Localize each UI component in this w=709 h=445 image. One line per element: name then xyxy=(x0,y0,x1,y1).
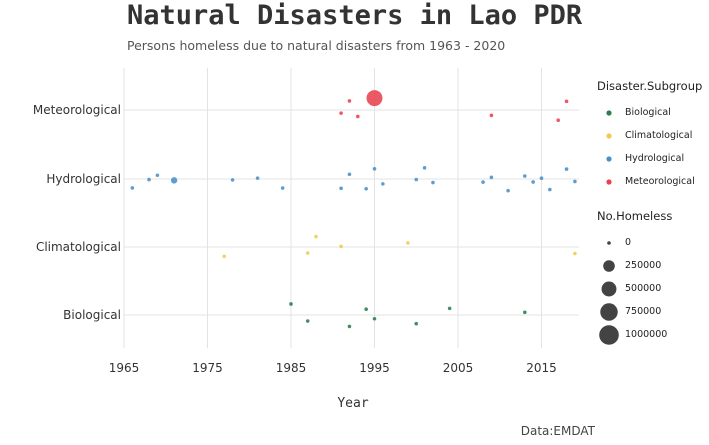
data-point-hydrological xyxy=(548,187,552,192)
y-tick-label: Hydrological xyxy=(46,172,121,186)
data-point-meteorological xyxy=(339,111,343,115)
size-legend-item: 250000 xyxy=(597,254,709,277)
data-point-hydrological xyxy=(431,180,435,185)
legend-item-meteorological: Meteorological xyxy=(597,170,709,193)
data-point-meteorological xyxy=(347,99,352,103)
y-tick-label: Meteorological xyxy=(33,103,121,117)
data-point-hydrological xyxy=(130,186,135,190)
data-source-caption: Data:EMDAT xyxy=(520,424,595,438)
x-tick-label: 1995 xyxy=(359,361,390,375)
x-tick-label: 2015 xyxy=(526,361,557,375)
data-point-hydrological xyxy=(489,175,494,180)
y-tick-label: Climatological xyxy=(36,240,121,254)
size-legend-label: 250000 xyxy=(625,260,662,271)
color-legend-title: Disaster.Subgroup xyxy=(597,79,703,93)
legend: Disaster.Subgroup Biological Climatologic… xyxy=(597,79,709,346)
legend-swatch xyxy=(597,131,621,141)
data-point-hydrological xyxy=(255,176,260,180)
data-point-hydrological xyxy=(230,178,235,182)
data-point-climatological xyxy=(314,234,318,239)
data-point-hydrological xyxy=(573,179,577,184)
data-point-hydrological xyxy=(414,177,419,182)
data-point-hydrological xyxy=(531,180,535,184)
data-point-meteorological xyxy=(564,99,569,104)
grid xyxy=(123,68,579,348)
data-point-biological xyxy=(364,307,368,312)
data-points xyxy=(130,90,577,329)
data-point-hydrological xyxy=(381,182,385,186)
data-point-climatological xyxy=(339,244,343,249)
data-point-hydrological xyxy=(481,180,485,184)
size-legend-label: 1000000 xyxy=(625,329,668,340)
data-point-climatological xyxy=(222,254,226,259)
data-point-climatological xyxy=(406,241,410,245)
data-point-hydrological xyxy=(147,177,151,182)
legend-swatch xyxy=(597,108,621,118)
size-legend-circle xyxy=(597,301,621,323)
legend-label: Meteorological xyxy=(625,176,695,187)
size-legend-label: 500000 xyxy=(625,283,662,294)
data-point-hydrological xyxy=(564,167,569,171)
data-point-meteorological xyxy=(366,90,383,107)
size-legend-label: 750000 xyxy=(625,306,662,317)
size-legend: 0 250000 500000 750000 1000000 xyxy=(597,231,709,346)
legend-item-climatological: Climatological xyxy=(597,124,709,147)
data-point-hydrological xyxy=(523,174,527,178)
data-point-climatological xyxy=(573,251,577,256)
size-legend-label: 0 xyxy=(625,237,632,248)
y-tick-label: Biological xyxy=(63,308,121,322)
data-point-biological xyxy=(523,310,527,315)
legend-swatch xyxy=(597,154,621,164)
legend-label: Biological xyxy=(625,107,671,118)
data-point-biological xyxy=(372,316,377,321)
data-point-biological xyxy=(347,324,352,329)
data-point-hydrological xyxy=(170,177,178,184)
x-tick-label: 2005 xyxy=(443,361,474,375)
x-tick-label: 1965 xyxy=(109,361,140,375)
size-legend-item: 750000 xyxy=(597,300,709,323)
size-legend-title: No.Homeless xyxy=(597,209,673,223)
data-point-hydrological xyxy=(280,186,285,190)
color-legend: Biological Climatological Hydrological Mete… xyxy=(597,101,709,193)
legend-label: Climatological xyxy=(625,130,693,141)
size-legend-circle xyxy=(597,255,621,277)
data-point-biological xyxy=(414,321,419,326)
size-legend-item: 500000 xyxy=(597,277,709,300)
data-point-meteorological xyxy=(356,114,360,119)
data-point-hydrological xyxy=(372,167,377,171)
data-point-meteorological xyxy=(556,118,560,123)
data-point-hydrological xyxy=(422,166,427,170)
legend-label: Hydrological xyxy=(625,153,685,164)
chart-subtitle: Persons homeless due to natural disaster… xyxy=(127,38,506,53)
data-point-hydrological xyxy=(364,186,368,191)
chart-title: Natural Disasters in Lao PDR xyxy=(127,0,583,31)
data-point-biological xyxy=(305,319,310,323)
x-tick-label: 1985 xyxy=(276,361,307,375)
legend-swatch xyxy=(597,177,621,187)
x-axis-title: Year xyxy=(337,396,368,411)
size-legend-circle xyxy=(597,324,621,346)
data-point-biological xyxy=(289,302,293,306)
legend-item-biological: Biological xyxy=(597,101,709,124)
data-point-hydrological xyxy=(347,172,352,177)
size-legend-item: 1000000 xyxy=(597,323,709,346)
data-point-hydrological xyxy=(539,176,544,181)
data-point-hydrological xyxy=(155,173,160,178)
data-point-meteorological xyxy=(489,113,494,118)
data-point-hydrological xyxy=(339,186,343,191)
axis-labels: 1965 1975 1985 1995 2005 2015 Biological Climat… xyxy=(33,103,557,375)
data-point-hydrological xyxy=(506,188,510,193)
legend-item-hydrological: Hydrological xyxy=(597,147,709,170)
data-point-climatological xyxy=(305,251,310,255)
x-tick-label: 1975 xyxy=(192,361,223,375)
size-legend-circle xyxy=(597,278,621,300)
size-legend-item: 0 xyxy=(597,231,709,254)
size-legend-circle xyxy=(597,232,621,254)
data-point-biological xyxy=(447,306,452,311)
